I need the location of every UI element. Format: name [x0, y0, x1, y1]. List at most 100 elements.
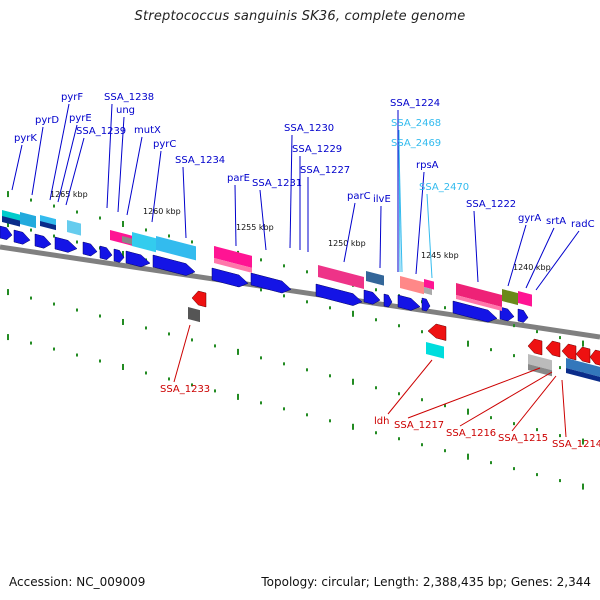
- gene-leader-line: [31, 126, 44, 196]
- gene-label-pyrf: pyrF: [61, 92, 83, 103]
- gene-label-ssa_1238: SSA_1238: [104, 92, 154, 103]
- gene-label-radc: radC: [571, 219, 595, 230]
- gene-label-ssa_2470: SSA_2470: [419, 182, 469, 193]
- cds-forward-arrow: [397, 294, 421, 311]
- feature-block: [566, 358, 600, 377]
- cds-forward-arrow: [250, 272, 292, 294]
- cds-forward-arrow: [211, 267, 249, 288]
- gene-label-ssa_1227: SSA_1227: [300, 165, 350, 176]
- cds-forward-arrow: [421, 297, 431, 312]
- gene-leader-line: [65, 137, 85, 206]
- gene-label-ssa_2468: SSA_2468: [391, 118, 441, 129]
- gene-label-ssa_1229: SSA_1229: [292, 144, 342, 155]
- gene-label-ilve: ilvE: [373, 194, 391, 205]
- gene-leader-line: [11, 144, 23, 191]
- gene-label-ssa_1214: SSA_1214: [552, 439, 600, 450]
- cds-forward-arrow: [152, 254, 196, 276]
- gene-leader-line: [289, 134, 293, 249]
- cds-reverse-arrow: [589, 349, 600, 366]
- gene-leader-line: [426, 193, 433, 279]
- gene-label-ssa_1239: SSA_1239: [76, 126, 126, 137]
- gene-leader-line: [117, 116, 125, 213]
- cds-reverse-arrow: [191, 290, 207, 308]
- gene-label-ssa_1224: SSA_1224: [390, 98, 440, 109]
- cds-forward-arrow: [99, 245, 113, 260]
- cds-forward-arrow: [13, 229, 31, 245]
- feature-block: [518, 291, 532, 307]
- cds-forward-arrow: [34, 233, 52, 249]
- map-title: Streptococcus sanguinis SK36, complete g…: [134, 9, 466, 24]
- topology-text: Topology: circular; Length: 2,388,435 bp…: [261, 575, 591, 589]
- gene-label-parc: parC: [347, 191, 371, 202]
- gene-leader-line: [535, 230, 580, 291]
- feature-block: [366, 271, 384, 286]
- gene-label-ssa_1215: SSA_1215: [498, 433, 548, 444]
- gene-label-ldh: ldh: [374, 416, 389, 427]
- gene-leader-line: [511, 375, 557, 432]
- feature-block: [156, 236, 196, 261]
- feature-block: [566, 368, 600, 382]
- gene-label-pyrc: pyrC: [153, 139, 176, 150]
- gene-label-mutx: mutX: [134, 125, 161, 136]
- feature-block: [400, 276, 424, 295]
- feature-block: [456, 295, 502, 311]
- cds-reverse-arrow: [427, 323, 447, 341]
- cds-reverse-arrow: [561, 343, 577, 361]
- scale-label: 1255 kbp: [236, 223, 274, 232]
- cds-forward-arrow: [452, 300, 498, 323]
- feature-block: [502, 289, 518, 306]
- feature-block: [214, 246, 252, 268]
- feature-block: [528, 364, 552, 377]
- feature-block: [214, 258, 252, 273]
- gene-leader-line: [57, 124, 78, 203]
- cds-forward-arrow: [499, 306, 515, 322]
- cds-forward-arrow: [113, 248, 125, 263]
- cds-forward-arrow: [54, 236, 78, 253]
- feature-block: [132, 232, 156, 253]
- gene-leader-line: [398, 149, 403, 273]
- gene-label-ssa_1233: SSA_1233: [160, 384, 210, 395]
- cds-forward-arrow: [383, 293, 393, 308]
- accession-text: Accession: NC_009009: [9, 575, 146, 589]
- feature-block: [2, 216, 20, 227]
- gene-label-ssa_1222: SSA_1222: [466, 199, 516, 210]
- feature-block: [426, 342, 444, 359]
- feature-block: [318, 265, 364, 289]
- gene-leader-line: [151, 150, 162, 223]
- genome-backbone: [0, 244, 600, 340]
- cds-reverse-arrow: [545, 340, 561, 358]
- gene-leader-line: [126, 136, 143, 216]
- scale-label: 1245 kbp: [421, 251, 459, 260]
- scale-label: 1250 kbp: [328, 239, 366, 248]
- gene-leader-line: [182, 166, 187, 239]
- gene-leader-line: [234, 184, 237, 247]
- gene-label-ssa_2469: SSA_2469: [391, 138, 441, 149]
- gene-label-ssa_1230: SSA_1230: [284, 123, 334, 134]
- feature-block: [188, 307, 200, 323]
- gene-label-ssa_1216: SSA_1216: [446, 428, 496, 439]
- feature-block: [424, 287, 432, 296]
- scale-label: 1240 kbp: [513, 263, 551, 272]
- cds-forward-arrow: [517, 308, 529, 323]
- gene-label-rpsa: rpsA: [416, 160, 439, 171]
- gene-leader-line: [259, 189, 267, 251]
- gene-label-pare: parE: [227, 173, 250, 184]
- cds-reverse-arrow: [575, 346, 591, 364]
- gene-label-pyre: pyrE: [69, 113, 92, 124]
- feature-block: [20, 212, 36, 229]
- gene-label-gyra: gyrA: [518, 213, 541, 224]
- cds-forward-arrow: [82, 241, 98, 257]
- cds-forward-arrow: [125, 250, 151, 268]
- gene-label-ung: ung: [116, 105, 135, 116]
- feature-block: [67, 220, 81, 236]
- gene-leader-line: [561, 379, 567, 438]
- gene-label-pyrk: pyrK: [14, 133, 37, 144]
- gene-leader-line: [173, 324, 191, 383]
- gene-leader-line: [387, 359, 433, 415]
- gene-leader-line: [49, 103, 70, 201]
- gene-label-ssa_1231: SSA_1231: [252, 178, 302, 189]
- gene-label-pyrd: pyrD: [35, 115, 59, 126]
- gene-label-srta: srtA: [546, 216, 566, 227]
- gene-leader-line: [473, 210, 479, 283]
